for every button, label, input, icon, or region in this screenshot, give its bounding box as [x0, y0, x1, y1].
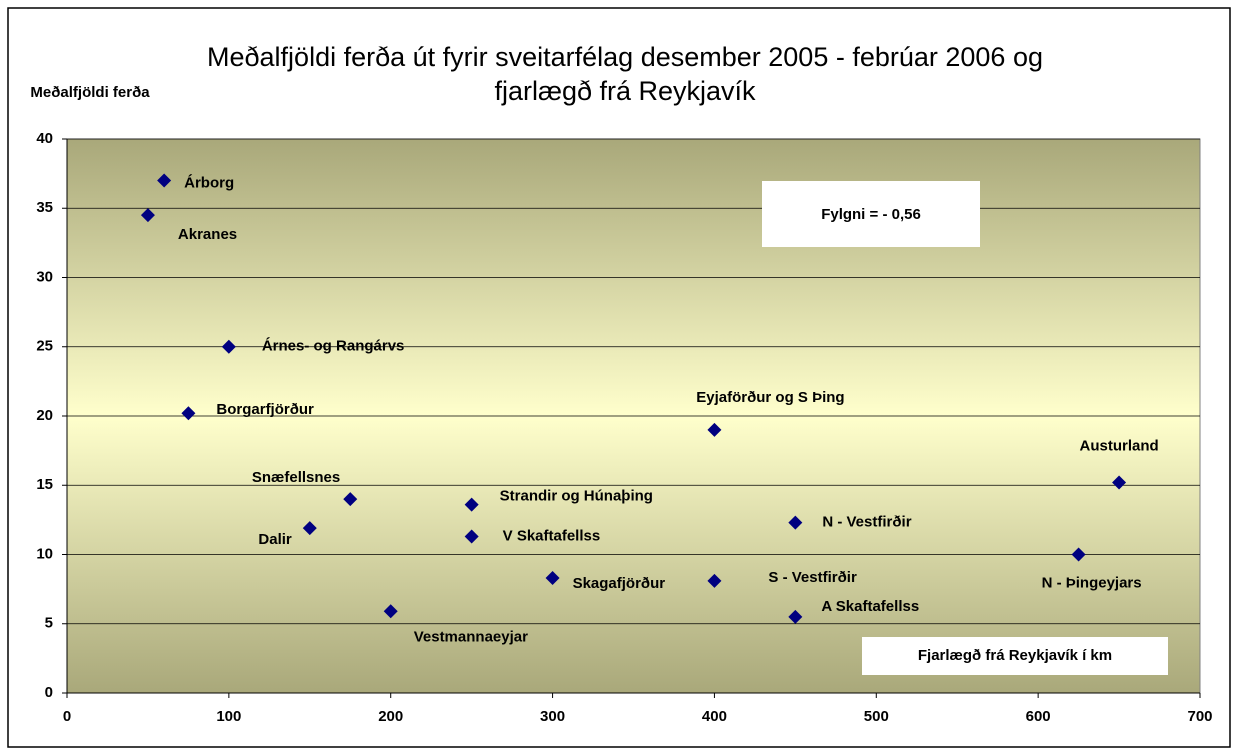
y-tick-label: 25 — [36, 338, 53, 355]
y-tick-label: 30 — [36, 268, 53, 285]
point-label: S - Vestfirðir — [768, 569, 857, 586]
y-tick-label: 5 — [45, 615, 53, 632]
x-tick-label: 200 — [378, 708, 403, 725]
y-tick-label: 40 — [36, 130, 53, 147]
chart-title: Meðalfjöldi ferða út fyrir sveitarfélag … — [207, 42, 1043, 106]
x-tick-label: 400 — [702, 708, 727, 725]
point-label: Akranes — [178, 226, 237, 243]
point — [383, 604, 398, 619]
point — [545, 571, 560, 586]
y-tick-label: 0 — [45, 684, 53, 701]
point — [464, 497, 479, 512]
point — [157, 173, 172, 188]
point-label: N - Vestfirðir — [822, 514, 911, 531]
point — [221, 339, 236, 354]
x-tick-label: 0 — [63, 708, 71, 725]
point-label: Snæfellsnes — [252, 469, 340, 486]
x-label-box — [862, 637, 1168, 675]
x-tick-label: 300 — [540, 708, 565, 725]
point — [1112, 475, 1127, 490]
point — [788, 609, 803, 624]
point-label: Vestmannaeyjar — [414, 628, 528, 645]
point — [140, 208, 155, 223]
y-tick-label: 20 — [36, 407, 53, 424]
annotation-box — [762, 181, 980, 247]
point-label: Austurland — [1079, 437, 1158, 454]
point-label: Eyjaförður og S Þing — [696, 389, 844, 406]
point-label: Strandir og Húnaþing — [500, 488, 653, 505]
x-axis-label: Fjarlægð frá Reykjavík í km — [918, 647, 1112, 664]
y-tick-label: 10 — [36, 545, 53, 562]
point — [707, 422, 722, 437]
point — [302, 521, 317, 536]
y-tick-label: 35 — [36, 199, 53, 216]
x-tick-label: 700 — [1187, 708, 1212, 725]
point-label: Borgarfjörður — [216, 401, 314, 418]
annotation: Fylgni = - 0,56 — [821, 206, 921, 223]
point-label: Skagafjörður — [573, 575, 666, 592]
y-axis-label: Meðalfjöldi ferða — [30, 84, 150, 101]
x-tick-label: 600 — [1026, 708, 1051, 725]
point-label: V Skaftafellss — [503, 527, 601, 544]
point — [181, 406, 196, 421]
point-label: Dalir — [258, 531, 292, 548]
point-label: Árborg — [184, 175, 234, 192]
point — [707, 573, 722, 588]
point — [788, 515, 803, 530]
point — [1071, 547, 1086, 562]
y-tick-label: 15 — [36, 476, 53, 493]
x-tick-label: 100 — [216, 708, 241, 725]
point — [343, 492, 358, 507]
point — [464, 529, 479, 544]
x-tick-label: 500 — [864, 708, 889, 725]
point-label: A Skaftafellss — [821, 598, 919, 615]
point-label: N - Þingeyjars — [1042, 574, 1142, 591]
point-label: Árnes- og Rangárvs — [262, 338, 405, 355]
